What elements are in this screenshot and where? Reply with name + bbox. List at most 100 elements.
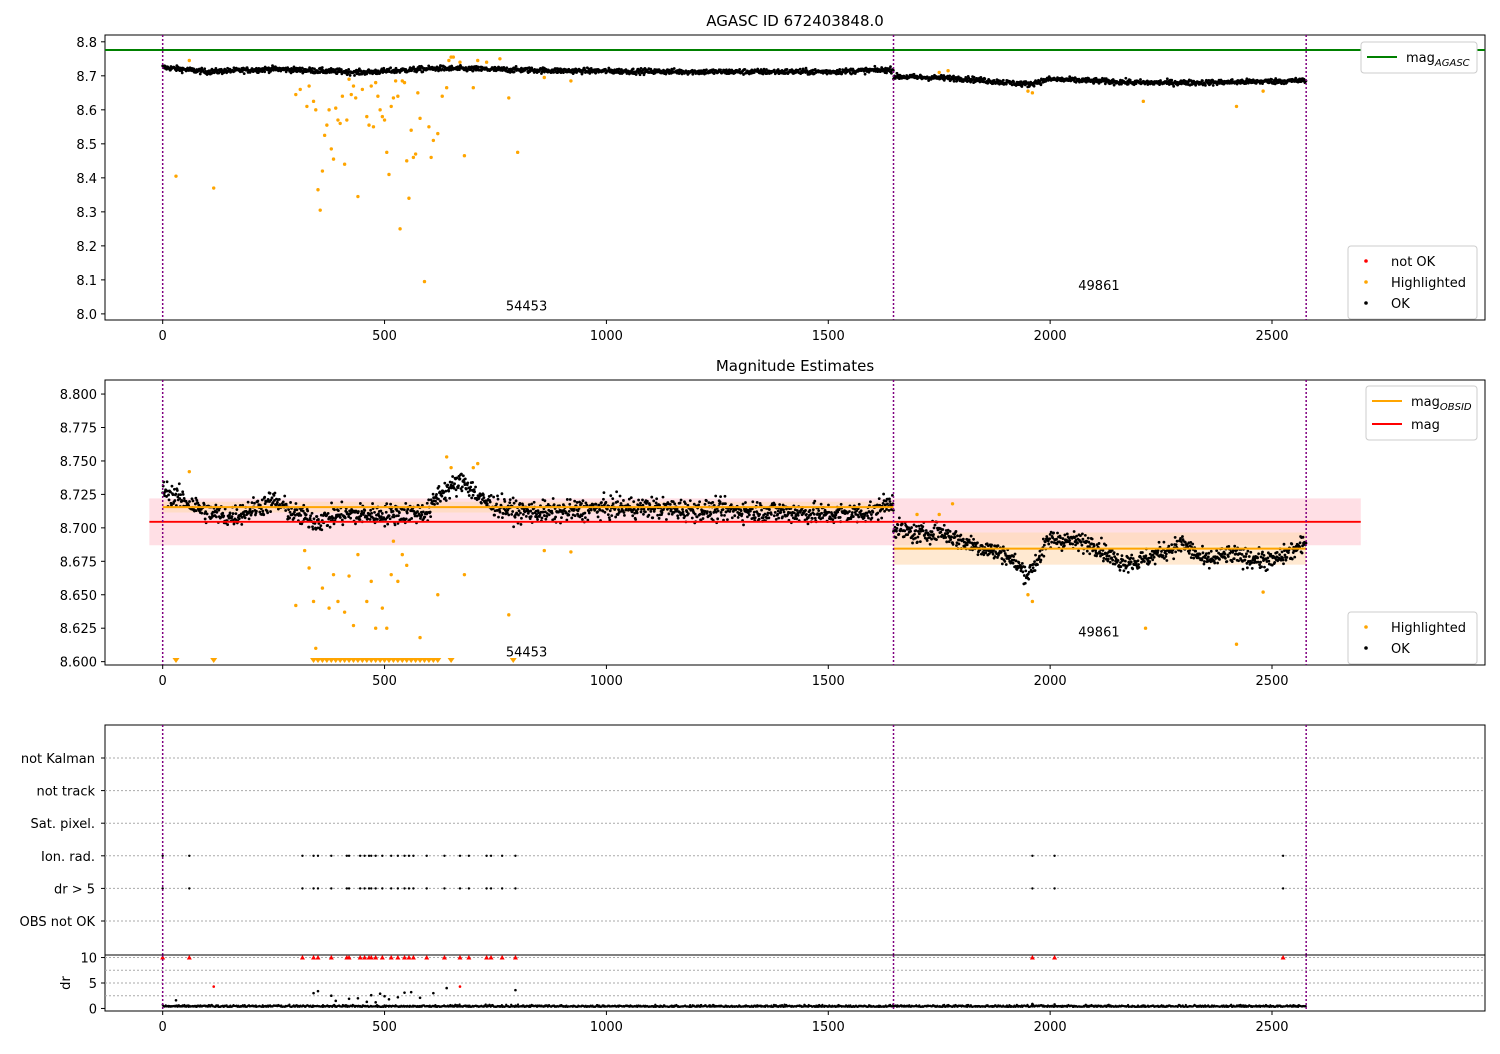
ok-point (309, 517, 312, 520)
ok-point (181, 500, 184, 503)
ok-point (453, 482, 456, 485)
ok-point (1130, 554, 1133, 557)
ok-point (738, 68, 741, 71)
ok-point (681, 508, 684, 511)
legend-label: Highlighted (1391, 621, 1466, 636)
ok-point (1259, 561, 1262, 564)
ok-point (333, 508, 336, 511)
ok-point (655, 497, 658, 500)
ok-point (172, 493, 175, 496)
ok-point (640, 508, 643, 511)
ok-point (1266, 557, 1269, 560)
ok-point (566, 498, 569, 501)
ok-point (520, 517, 523, 520)
highlighted-point (516, 151, 519, 154)
ok-point (889, 500, 892, 503)
ok-point (1018, 561, 1021, 564)
ok-point (882, 493, 885, 496)
ok-point (661, 511, 664, 514)
ok-point (1012, 555, 1015, 558)
ok-point (1116, 553, 1119, 556)
ok-point (1132, 557, 1135, 560)
ok-point (203, 67, 206, 70)
ok-point (762, 517, 765, 520)
highlighted-point (381, 606, 384, 609)
highlighted-point (321, 586, 324, 589)
ok-point (528, 503, 531, 506)
ok-point (1093, 544, 1096, 547)
ok-point (447, 490, 450, 493)
ok-point (337, 509, 340, 512)
highlighted-points (174, 55, 1265, 283)
ok-point (922, 529, 925, 532)
highlighted-point (412, 156, 415, 159)
ok-point (720, 511, 723, 514)
x-tick-label: 2500 (1255, 329, 1288, 344)
ok-point (1034, 554, 1037, 557)
ok-point (1266, 568, 1269, 571)
ok-point (869, 511, 872, 514)
ok-point (306, 510, 309, 513)
ok-point (525, 515, 528, 518)
ok-point (588, 512, 591, 515)
ok-point (783, 511, 786, 514)
ok-point (1050, 541, 1053, 544)
ok-point (1047, 543, 1050, 546)
ok-point (289, 511, 292, 514)
ok-point (1052, 531, 1055, 534)
ok-point (502, 512, 505, 515)
ok-point (470, 496, 473, 499)
ok-point (632, 500, 635, 503)
ok-point (1048, 537, 1051, 540)
flag-point (359, 855, 361, 857)
ok-point (877, 518, 880, 521)
ok-point (215, 515, 218, 518)
magnitude-plot-title: Magnitude Estimates (716, 357, 874, 375)
ok-point (610, 514, 613, 517)
ok-point (445, 499, 448, 502)
ok-point (295, 502, 298, 505)
ok-point (530, 503, 533, 506)
ok-point (183, 497, 186, 500)
ok-point (302, 510, 305, 513)
ok-point (662, 496, 665, 499)
ok-point (870, 516, 873, 519)
ok-point (261, 510, 264, 513)
highlighted-point (370, 84, 373, 87)
flag-point (501, 855, 503, 857)
ok-point (744, 68, 747, 71)
ok-point (182, 493, 185, 496)
ok-point (719, 68, 722, 71)
highlighted-point (429, 156, 432, 159)
ok-point (508, 501, 511, 504)
ok-point (636, 511, 639, 514)
ok-point (915, 525, 918, 528)
y-tick-label: 8.800 (60, 388, 97, 403)
ok-point (436, 502, 439, 505)
top-plot-title: AGASC ID 672403848.0 (706, 12, 884, 30)
ok-point (235, 508, 238, 511)
ok-point (814, 517, 817, 520)
highlighted-point (314, 647, 317, 650)
ok-point (1162, 554, 1165, 557)
ok-point (1082, 552, 1085, 555)
flag-category-label: Ion. rad. (41, 850, 95, 865)
ok-point (269, 492, 272, 495)
x-tick-label: 2000 (1034, 329, 1067, 344)
ok-point (773, 514, 776, 517)
ok-point (296, 508, 299, 511)
ok-point (600, 501, 603, 504)
ok-point (1227, 545, 1230, 548)
ok-point (632, 67, 635, 70)
ok-point (410, 517, 413, 520)
ok-point (949, 530, 952, 533)
ok-point (1282, 559, 1285, 562)
ok-point (817, 509, 820, 512)
ok-point (1164, 555, 1167, 558)
ok-point (888, 497, 891, 500)
ok-point (648, 503, 651, 506)
ok-point (637, 499, 640, 502)
ok-point (222, 514, 225, 517)
x-tick-label: 1500 (812, 329, 845, 344)
